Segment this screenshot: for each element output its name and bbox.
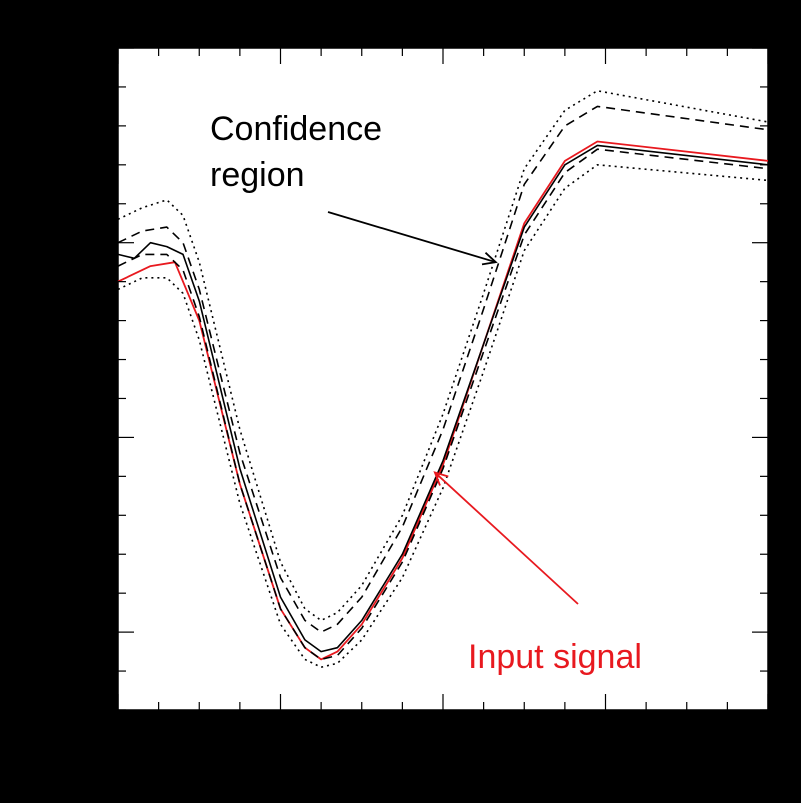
y-axis-label: T_b [mK] <box>20 329 41 412</box>
x-tick-label: 100 <box>590 736 622 757</box>
x-tick-label: 40 <box>107 736 128 757</box>
x-tick-label: 80 <box>432 736 453 757</box>
annotation-arrowhead <box>481 252 498 266</box>
x-tick-label: 120 <box>752 736 784 757</box>
annotation-text: region <box>210 156 305 194</box>
x-axis-label: ν[MHz] <box>409 770 478 791</box>
series-line-4 <box>117 148 769 661</box>
y-tick-label: −50 <box>76 428 108 449</box>
y-tick-label: 50 <box>87 39 108 60</box>
plot-area <box>117 47 769 711</box>
annotation-arrowhead <box>433 471 449 486</box>
annotation-text: Confidence <box>210 110 382 148</box>
x-tick-label: 60 <box>270 736 291 757</box>
annotation-text: Input signal <box>468 638 642 676</box>
annotation-layer: Confidence region Input signal <box>210 110 642 676</box>
series-layer <box>117 90 769 669</box>
y-tick-label: −100 <box>65 623 108 644</box>
y-tick-label: 0 <box>97 234 108 255</box>
series-line-2 <box>117 144 769 653</box>
annotation-arrow <box>434 471 579 605</box>
series-line-5 <box>117 90 769 622</box>
series-line-6 <box>117 164 769 669</box>
annotation-arrow <box>327 211 497 264</box>
series-line-3 <box>117 105 769 633</box>
tick-label-layer: 40 60 80 100 120 −100 −50 0 50 <box>65 39 784 757</box>
tick-layer <box>117 47 769 711</box>
series-line-1 <box>117 140 769 661</box>
